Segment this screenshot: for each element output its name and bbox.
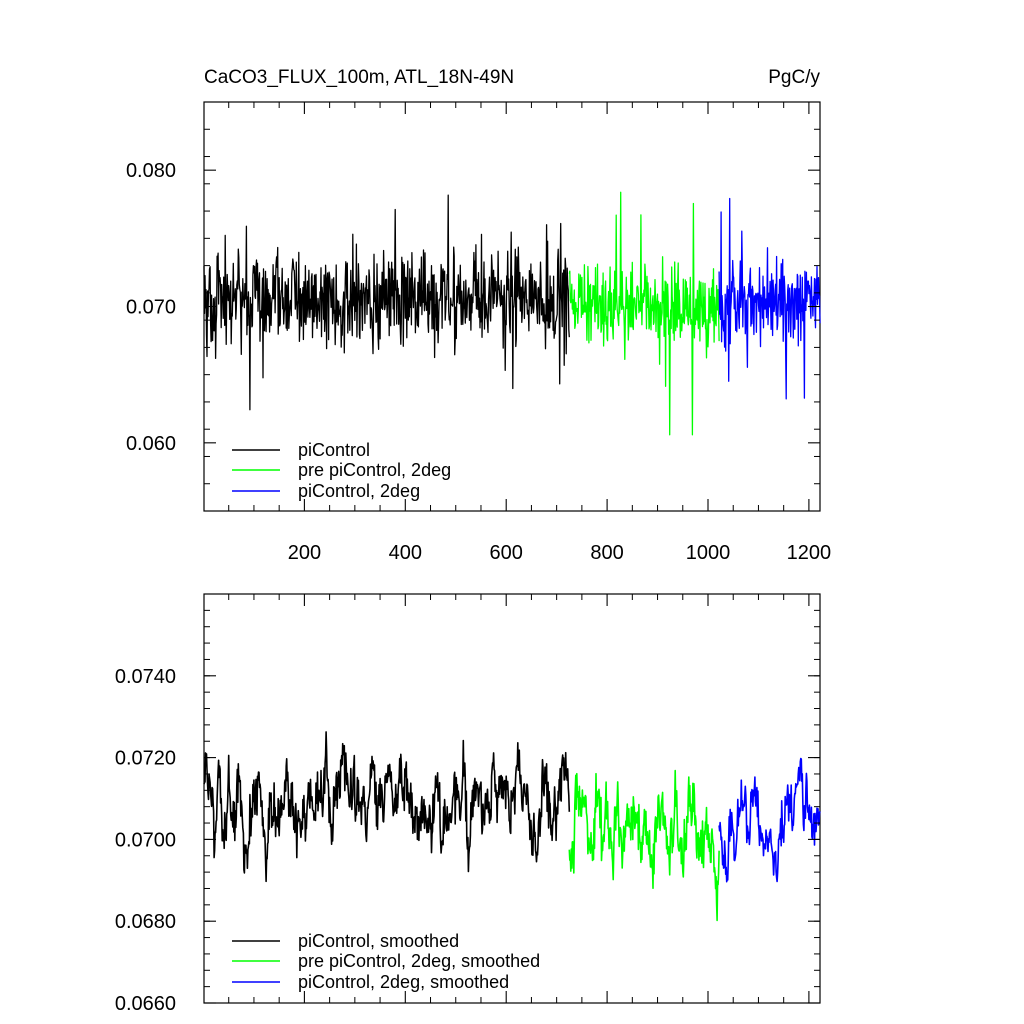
legend: piControl pre piControl, 2deg piControl,…	[232, 440, 451, 501]
legend-label: piControl	[298, 440, 370, 460]
y-tick-label: 0.080	[126, 160, 176, 182]
legend-entry: pre piControl, 2deg	[232, 460, 451, 480]
y-tick-label: 0.070	[126, 297, 176, 319]
x-tick-label: 400	[389, 542, 422, 564]
legend-entry: piControl, 2deg	[232, 481, 420, 501]
series-line	[203, 194, 570, 411]
x-tick-label: 1000	[686, 542, 731, 564]
legend-entry: piControl, smoothed	[232, 931, 459, 951]
legend-label: pre piControl, 2deg, smoothed	[298, 951, 540, 971]
ticks-layer: 0.0660 0.0680 0.0700 0.0720 0.0740	[115, 593, 820, 1015]
bottom-panel: 0.0660 0.0680 0.0700 0.0720 0.0740 piControl…	[115, 593, 821, 1015]
x-tick-label: 600	[490, 542, 523, 564]
x-tick-label: 200	[288, 542, 321, 564]
y-tick-label: 0.060	[126, 433, 176, 455]
series-layer	[203, 731, 821, 922]
legend-entry: pre piControl, 2deg, smoothed	[232, 951, 540, 971]
legend-label: piControl, 2deg	[298, 481, 420, 501]
y-tick-label: 0.0660	[115, 993, 176, 1015]
x-tick-label: 800	[590, 542, 623, 564]
y-tick-label: 0.0720	[115, 748, 176, 770]
ticks-layer: 200 400 600 800 1000 1200 0.060 0.070 0.080	[126, 101, 832, 564]
y-tick-label: 0.0700	[115, 829, 176, 851]
series-layer	[203, 191, 821, 436]
legend-entry: piControl, 2deg, smoothed	[232, 972, 509, 992]
legend: piControl, smoothed pre piControl, 2deg,…	[232, 931, 540, 992]
legend-entry: piControl	[232, 440, 370, 460]
series-line	[568, 769, 720, 922]
chart-title: CaCO3_FLUX_100m, ATL_18N-49N	[204, 67, 514, 88]
y-tick-label: 0.0740	[115, 666, 176, 688]
top-panel: CaCO3_FLUX_100m, ATL_18N-49N PgC/y 200 40…	[126, 67, 831, 564]
series-line	[203, 731, 571, 883]
units-label: PgC/y	[768, 67, 820, 88]
series-line	[718, 197, 821, 400]
series-line	[568, 191, 720, 436]
legend-label: piControl, 2deg, smoothed	[298, 972, 509, 992]
series-line	[718, 757, 821, 883]
legend-label: piControl, smoothed	[298, 931, 459, 951]
x-tick-label: 1200	[787, 542, 832, 564]
plot-frame	[203, 593, 821, 1004]
legend-label: pre piControl, 2deg	[298, 460, 451, 480]
y-tick-label: 0.0680	[115, 911, 176, 933]
